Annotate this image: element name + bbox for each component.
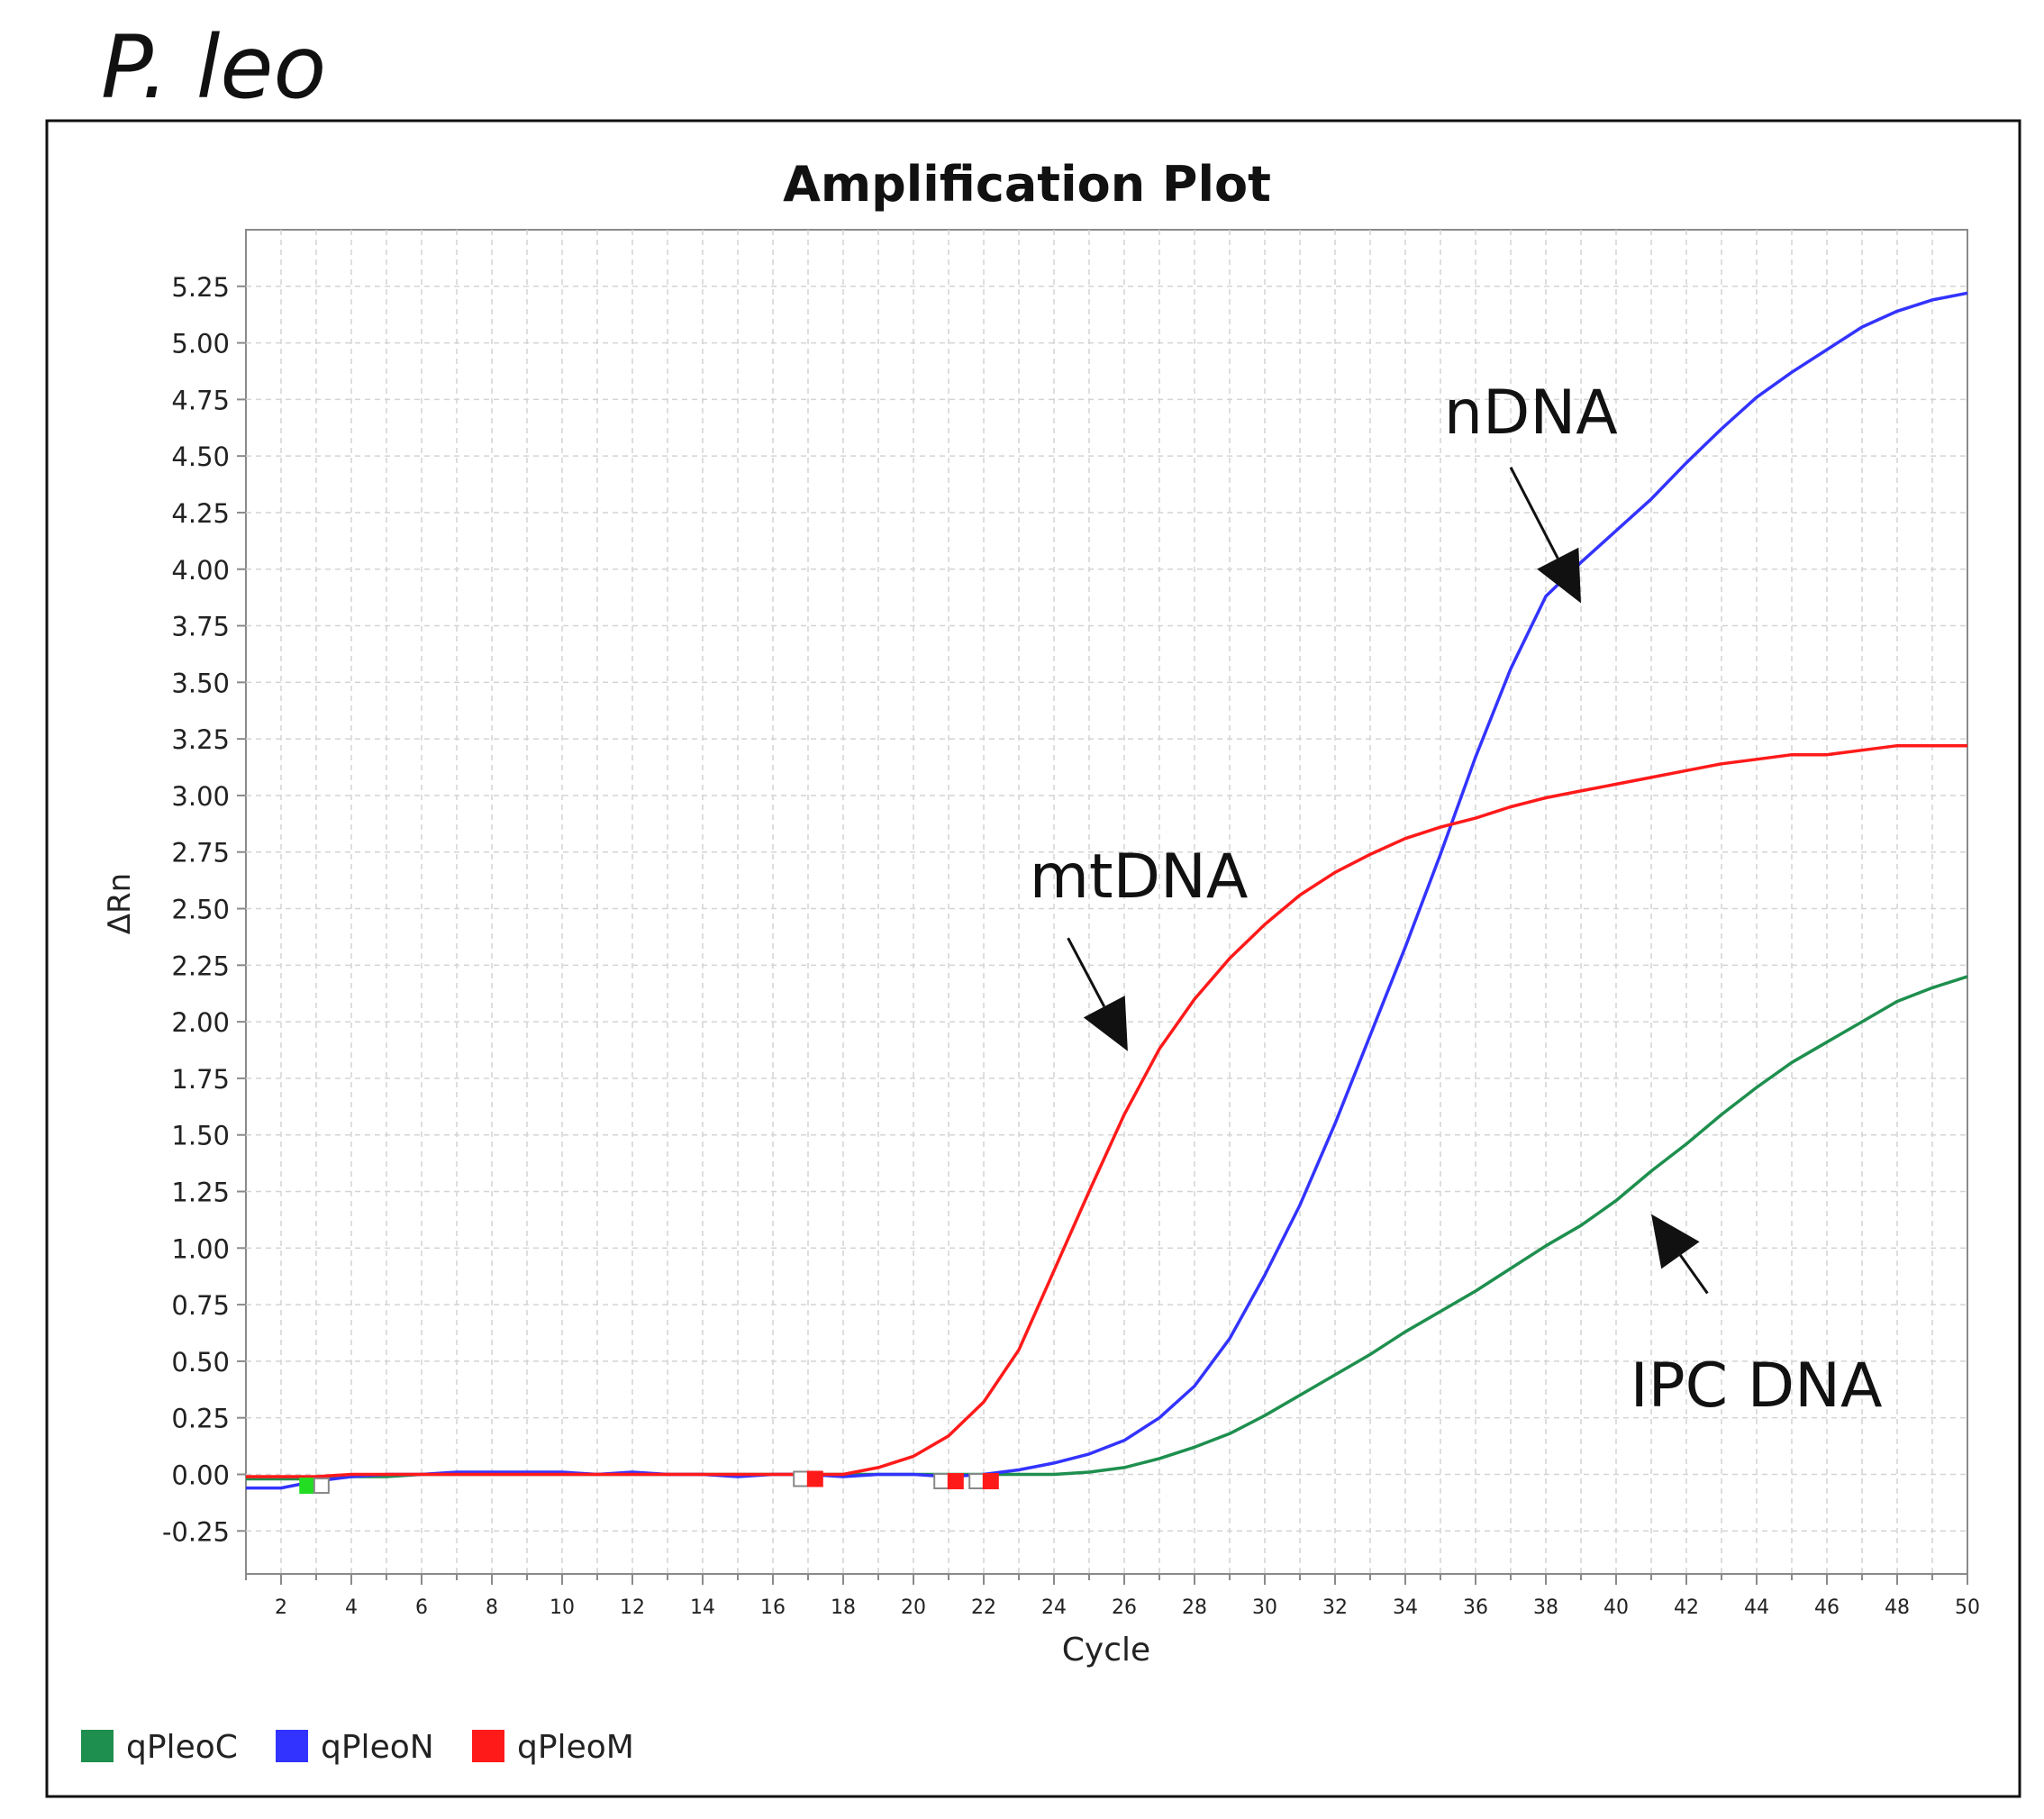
legend: qPleoC qPleoN qPleoM — [81, 1729, 634, 1766]
y-tick-label: 3.50 — [171, 668, 230, 698]
threshold-marker — [793, 1470, 810, 1487]
x-tick-label: 2 — [275, 1596, 287, 1619]
threshold-marker — [968, 1473, 986, 1490]
y-tick-label: 0.50 — [171, 1347, 230, 1378]
threshold-marker — [982, 1473, 999, 1490]
y-tick-label: 1.00 — [171, 1233, 230, 1264]
annotation-label: nDNA — [1444, 377, 1618, 449]
x-tick-label: 48 — [1885, 1596, 1910, 1619]
x-tick-label: 6 — [415, 1596, 428, 1619]
x-tick-label: 12 — [620, 1596, 645, 1619]
x-axis-ticks: 2 4 6 8 10 12 14 16 18 20 22 24 26 28 30 32 34 36 38 40 42 44… — [245, 1574, 1980, 1619]
y-tick-label: 2.00 — [171, 1007, 230, 1038]
y-tick-label: 0.75 — [171, 1290, 230, 1321]
x-tick-label: 50 — [1955, 1596, 1980, 1619]
annotation-arrow-head — [1537, 547, 1581, 604]
y-tick-label: 0.00 — [171, 1460, 230, 1490]
legend-swatch-qpleom — [472, 1730, 504, 1762]
y-tick-label: -0.25 — [162, 1516, 230, 1547]
annotations: nDNA mtDNA IPC DNA — [1030, 377, 1883, 1422]
y-tick-label: 4.50 — [171, 441, 230, 472]
x-tick-label: 26 — [1112, 1596, 1137, 1619]
annotation-label: mtDNA — [1030, 841, 1249, 913]
x-tick-label: 18 — [831, 1596, 856, 1619]
x-tick-label: 4 — [345, 1596, 358, 1619]
threshold-markers — [299, 1470, 999, 1495]
x-tick-label: 8 — [486, 1596, 498, 1619]
threshold-marker — [806, 1470, 823, 1487]
threshold-marker — [313, 1478, 330, 1495]
y-tick-label: 3.75 — [171, 612, 230, 642]
figure-label: P. leo — [101, 17, 326, 118]
x-tick-label: 46 — [1814, 1596, 1840, 1619]
legend-swatch-qpleoc — [81, 1730, 114, 1762]
y-tick-label: 4.75 — [171, 385, 230, 415]
x-tick-label: 40 — [1603, 1596, 1629, 1619]
y-tick-label: 3.25 — [171, 724, 230, 755]
y-axis-label: ΔRn — [102, 873, 138, 934]
threshold-marker — [299, 1478, 316, 1495]
grid — [246, 230, 1967, 1574]
x-tick-label: 10 — [550, 1596, 575, 1619]
legend-swatch-qpleon — [276, 1730, 308, 1762]
annotation-arrow-shaft — [1509, 467, 1559, 559]
x-tick-label: 14 — [690, 1596, 715, 1619]
annotation-arrow-head — [1651, 1214, 1700, 1269]
series-line-qpleom — [246, 743, 1967, 1478]
y-tick-label: 2.50 — [171, 895, 230, 925]
y-tick-label: 1.50 — [171, 1121, 230, 1151]
annotation-arrow-shaft — [1679, 1254, 1709, 1295]
series-layer — [246, 291, 1968, 1490]
x-tick-label: 38 — [1533, 1596, 1558, 1619]
annotation-arrow-head — [1083, 996, 1128, 1051]
series-line-qpleon — [246, 291, 1968, 1490]
x-axis-label: Cycle — [1062, 1632, 1150, 1669]
x-tick-label: 36 — [1463, 1596, 1488, 1619]
legend-label-qpleom: qPleoM — [517, 1729, 634, 1766]
threshold-marker — [947, 1473, 964, 1490]
x-tick-label: 28 — [1182, 1596, 1207, 1619]
legend-label-qpleon: qPleoN — [321, 1729, 434, 1766]
y-axis-ticks: -0.25 0.00 0.25 0.50 0.75 1.00 1.25 1.50 1.75 2.0… — [162, 272, 246, 1547]
x-tick-label: 22 — [971, 1596, 996, 1619]
y-tick-label: 4.25 — [171, 498, 230, 529]
y-tick-label: 5.00 — [171, 329, 230, 359]
x-tick-label: 32 — [1322, 1596, 1348, 1619]
x-tick-label: 30 — [1252, 1596, 1277, 1619]
annotation-arrow-shaft — [1067, 937, 1106, 1007]
x-tick-label: 20 — [901, 1596, 926, 1619]
legend-label-qpleoc: qPleoC — [126, 1729, 238, 1766]
y-tick-label: 1.75 — [171, 1064, 230, 1095]
plot-area — [245, 229, 1968, 1575]
y-tick-label: 0.25 — [171, 1404, 230, 1434]
x-tick-label: 16 — [760, 1596, 786, 1619]
annotation-label: IPC DNA — [1631, 1351, 1883, 1422]
y-tick-label: 3.00 — [171, 781, 230, 812]
x-tick-label: 24 — [1041, 1596, 1067, 1619]
y-tick-label: 4.00 — [171, 555, 230, 586]
y-tick-label: 2.75 — [171, 838, 230, 869]
x-tick-label: 44 — [1744, 1596, 1769, 1619]
x-tick-label: 42 — [1674, 1596, 1699, 1619]
y-tick-label: 5.25 — [171, 272, 230, 303]
chart-title: Amplification Plot — [783, 156, 1271, 213]
y-tick-label: 2.25 — [171, 950, 230, 981]
threshold-marker — [933, 1473, 950, 1490]
x-tick-label: 34 — [1393, 1596, 1418, 1619]
y-tick-label: 1.25 — [171, 1178, 230, 1208]
